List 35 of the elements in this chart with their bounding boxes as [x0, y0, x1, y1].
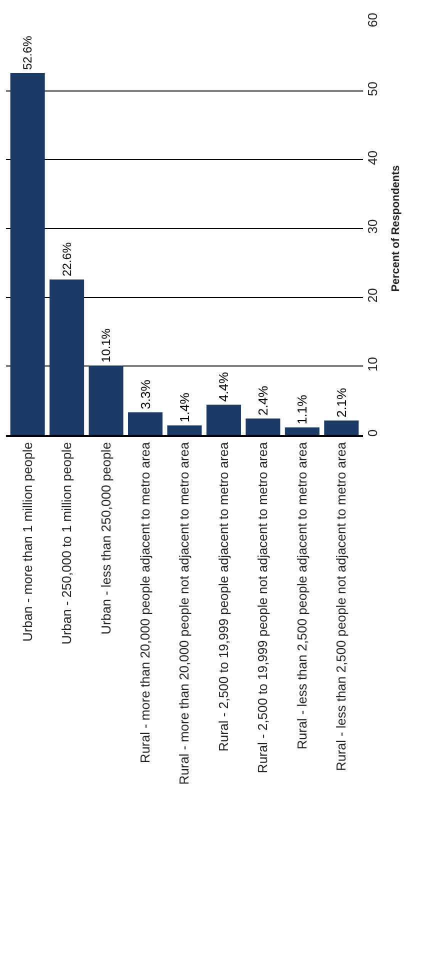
data-label: 52.6% [20, 36, 35, 70]
bar [324, 420, 359, 435]
bar [50, 279, 84, 435]
y-tick-label: 10 [365, 356, 380, 372]
data-label: 1.4% [177, 392, 192, 422]
bar [284, 427, 320, 435]
y-axis-title: Percent of Respondents [390, 165, 402, 292]
bar [128, 412, 163, 435]
y-tick-label: 60 [365, 12, 380, 28]
x-tick-label: Rural - more than 20,000 people not adjacent to metro area [176, 441, 192, 785]
y-tick-label: 0 [365, 429, 380, 437]
bar [167, 425, 202, 435]
data-label: 22.6% [60, 242, 74, 276]
bar [10, 72, 45, 435]
x-tick-label: Rural - less than 2,500 people not adjacent to metro area [334, 441, 349, 772]
x-tick-label: Rural - more than 20,000 people adjacent to metro area [137, 441, 152, 764]
x-tick-label: Urban - less than 250,000 people [98, 442, 114, 634]
bar [246, 418, 280, 435]
data-label: 1.1% [294, 394, 310, 424]
x-tick-label: Rural - 2,500 to 19,999 people adjacent to metro area [216, 441, 231, 752]
data-label: 3.3% [138, 379, 153, 410]
y-tick-label: 30 [365, 219, 380, 234]
x-tick-label: Rural - 2,500 to 19,999 people not adjacent to metro area [255, 441, 270, 774]
bar [88, 365, 124, 435]
x-tick-label: Urban - more than 1 million people [20, 442, 35, 642]
y-tick-label: 40 [365, 150, 380, 165]
data-label: 10.1% [99, 328, 114, 362]
x-tick-label: Rural - less than 2,500 people adjacent to metro area [294, 441, 310, 750]
data-label: 4.4% [216, 372, 232, 402]
y-tick-label: 50 [365, 82, 380, 96]
data-label: 2.1% [334, 387, 349, 418]
y-tick-label: 20 [365, 288, 380, 303]
bar [206, 404, 241, 435]
data-label: 2.4% [255, 385, 270, 416]
x-tick-label: Urban - 250,000 to 1 million people [59, 442, 74, 645]
